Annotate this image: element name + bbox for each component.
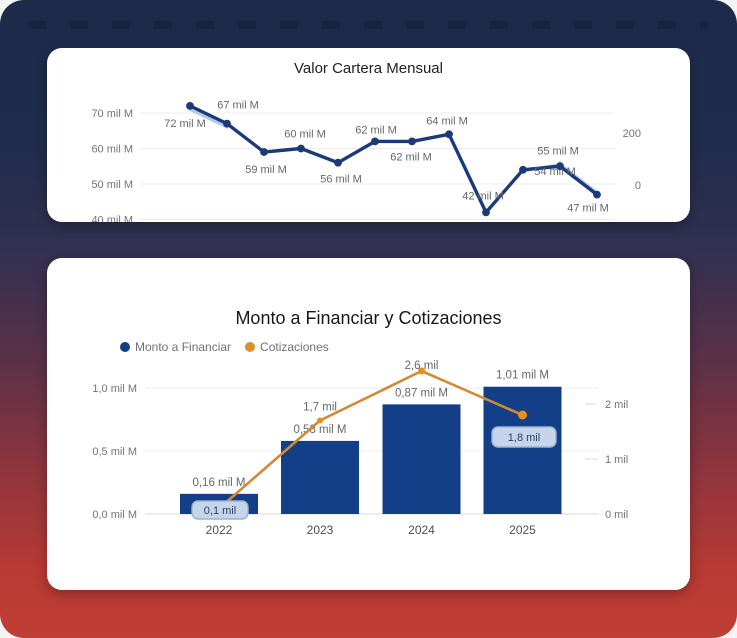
tooltip-text: 0,1 mil <box>204 505 236 517</box>
cotizaciones-line <box>217 369 524 510</box>
card-valor-cartera: Valor Cartera Mensual 70 mil M 60 mil M 50… <box>47 48 690 222</box>
point-label: 59 mil M <box>245 164 287 176</box>
x-axis-category-label: 2022 <box>206 523 233 537</box>
y-axis-right-tick-label: 2 mil <box>605 399 628 411</box>
bar-2024[interactable] <box>382 404 461 514</box>
line-point-7[interactable] <box>408 137 416 146</box>
bar-value-label: 0,16 mil M <box>192 477 245 489</box>
x-axis-category-label: 2023 <box>307 523 334 537</box>
valor-cartera-line <box>188 104 599 215</box>
cotizaciones-point-2023[interactable] <box>317 417 323 424</box>
cotizaciones-point-2025[interactable] <box>518 410 527 420</box>
y-axis-right-tick-label: 200 <box>623 128 641 140</box>
line-point-5[interactable] <box>334 158 342 167</box>
x-axis-category-label: 2024 <box>408 523 435 537</box>
valor-cartera-line-chart: 70 mil M 60 mil M 50 mil M 40 mil M 200 0 72 m… <box>91 100 641 223</box>
background-pattern <box>28 21 709 29</box>
point-label: 60 mil M <box>284 129 326 141</box>
tooltip-2022: 0,1 mil <box>191 500 249 520</box>
bar-value-label: 1,01 mil M <box>496 370 549 382</box>
x-axis-category-label: 2025 <box>509 523 536 537</box>
point-label: 64 mil M <box>426 115 468 127</box>
y-axis-right-tick-label: 0 <box>635 180 641 192</box>
point-label: 56 mil M <box>320 174 362 186</box>
line-point-10[interactable] <box>519 165 527 174</box>
chart-title-monto-financiar: Monto a Financiar y Cotizaciones <box>235 308 502 328</box>
overlay-line <box>188 107 229 129</box>
line-point-9[interactable] <box>482 208 490 217</box>
tooltip-2025: 1,8 mil <box>491 426 557 448</box>
bar-value-label: 0,87 mil M <box>395 387 448 399</box>
line-point-4[interactable] <box>297 144 305 153</box>
monto-cotizaciones-combo-chart: 1,0 mil M 0,5 mil M 0,0 mil M 2 mil 1 mil 0 m… <box>92 360 628 537</box>
tooltip-box <box>491 426 557 448</box>
y-axis-left-tick-label: 1,0 mil M <box>92 383 137 395</box>
bar-2025[interactable] <box>483 386 562 514</box>
y-axis-left-tick-label: 60 mil M <box>91 144 133 156</box>
point-label: 55 mil M <box>537 145 579 157</box>
legend-label-cotizaciones: Cotizaciones <box>260 340 329 354</box>
tooltip-text: 1,8 mil <box>508 432 540 444</box>
point-label: 72 mil M <box>164 118 206 130</box>
y-axis-left-tick-label: 40 mil M <box>91 215 133 223</box>
bar-value-label: 0,58 mil M <box>293 424 346 436</box>
card-monto-financiar: Monto a Financiar y Cotizaciones Monto a… <box>47 258 690 590</box>
point-label: 62 mil M <box>355 124 397 136</box>
point-label: 67 mil M <box>217 100 259 112</box>
chart-legend: Monto a Financiar Cotizaciones <box>120 340 329 354</box>
y-axis-left-tick-label: 70 mil M <box>91 108 133 120</box>
line-value-label: 1,7 mil <box>303 402 337 414</box>
legend-item-cotizaciones[interactable]: Cotizaciones <box>245 340 329 354</box>
point-label: 62 mil M <box>390 151 432 163</box>
line-value-label: 2,6 mil <box>405 360 439 372</box>
bar-2023[interactable] <box>281 440 359 514</box>
line-point-12[interactable] <box>593 190 601 199</box>
line-point-6[interactable] <box>371 137 379 146</box>
cotizaciones-point-2024[interactable] <box>418 367 425 375</box>
tooltip-box <box>191 500 249 520</box>
line-point-11[interactable] <box>556 162 564 171</box>
point-label: 47 mil M <box>567 203 609 215</box>
legend-dot-monto-icon <box>120 342 130 352</box>
chart-title-valor-cartera: Valor Cartera Mensual <box>294 60 443 77</box>
legend-label-monto: Monto a Financiar <box>135 340 232 354</box>
y-axis-left-tick-label: 0,5 mil M <box>92 446 137 458</box>
line-point-1[interactable] <box>186 102 194 110</box>
y-axis-right-tick-label: 1 mil <box>605 454 628 466</box>
line-point-3[interactable] <box>260 148 268 156</box>
point-label: 54 mil M <box>534 166 576 178</box>
y-axis-left-tick-label: 0,0 mil M <box>92 509 137 521</box>
y-axis-right-tick-label: 0 mil <box>605 509 628 521</box>
line-point-2[interactable] <box>223 119 231 128</box>
y-axis-left-tick-label: 50 mil M <box>91 179 133 191</box>
legend-item-monto-a-financiar[interactable]: Monto a Financiar <box>120 340 231 354</box>
point-label: 42 mil M <box>462 190 504 202</box>
legend-dot-cotizaciones-icon <box>245 342 256 352</box>
line-point-8[interactable] <box>445 130 453 139</box>
